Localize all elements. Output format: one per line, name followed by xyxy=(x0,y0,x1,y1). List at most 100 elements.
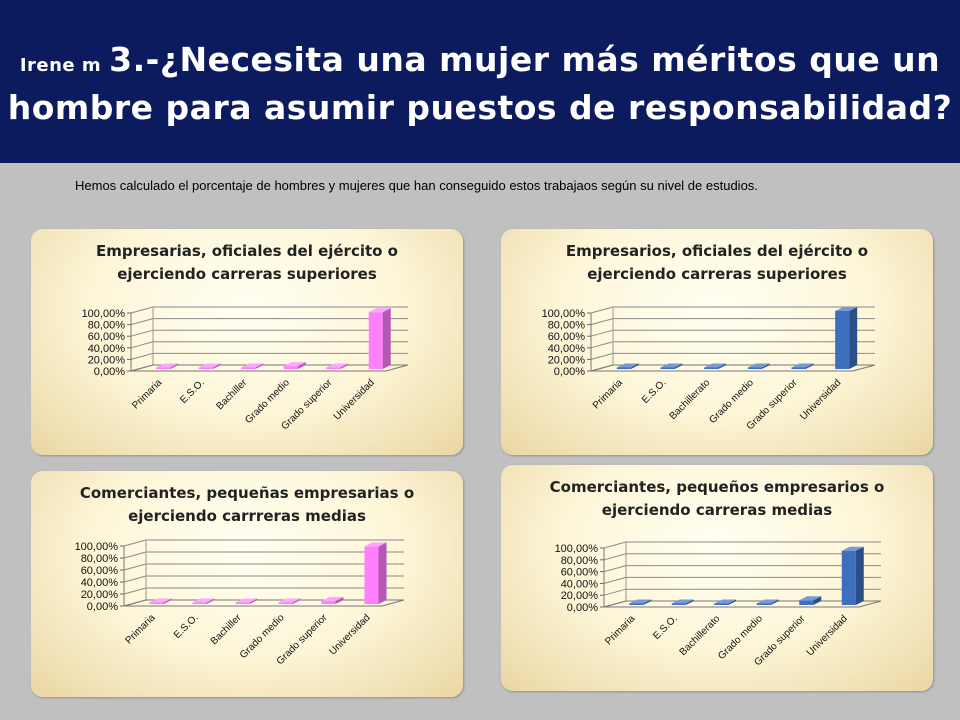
y-tick-label: 40,00% xyxy=(81,577,119,589)
bar-front xyxy=(283,366,298,369)
y-tick-label: 0,00% xyxy=(94,366,125,378)
bar-top xyxy=(791,363,814,368)
chart-empresarias: Empresarias, oficiales del ejército o eje… xyxy=(82,242,409,432)
bar-side xyxy=(378,542,387,604)
bar xyxy=(235,598,258,604)
chart-panel-empresarios: Empresarios, oficiales del ejército o eje… xyxy=(501,229,933,455)
bar-side xyxy=(335,597,344,604)
bar xyxy=(841,546,864,605)
bar-top xyxy=(616,363,639,368)
y-tick-label: 80,00% xyxy=(81,553,119,565)
gridline xyxy=(123,539,404,547)
bar-front xyxy=(368,312,383,369)
category-label: Bachiller xyxy=(214,377,249,412)
bar-top xyxy=(756,599,779,604)
bar-top xyxy=(283,362,306,367)
y-tick-label: 100,00% xyxy=(542,308,586,320)
y-tick-label: 100,00% xyxy=(82,308,126,320)
bar xyxy=(241,363,264,369)
bar xyxy=(278,598,301,604)
gridline xyxy=(590,341,875,349)
y-tick-label: 60,00% xyxy=(548,331,586,343)
bar-top xyxy=(149,598,172,603)
bar-front xyxy=(241,367,256,369)
gridline xyxy=(130,329,408,337)
gridline xyxy=(603,576,881,584)
gridline xyxy=(590,306,875,314)
bar-front xyxy=(616,367,631,369)
bar-front xyxy=(799,600,814,605)
intro-text: Hemos calculado el porcentaje de hombres… xyxy=(75,178,758,193)
gridline xyxy=(123,551,404,559)
gridline xyxy=(603,553,881,561)
bar-top xyxy=(364,542,387,547)
bar-front xyxy=(321,601,336,604)
bar-side xyxy=(630,363,639,369)
bar-front xyxy=(149,602,164,604)
y-tick-label: 60,00% xyxy=(561,567,599,579)
bar-top xyxy=(241,363,264,368)
bar xyxy=(364,542,387,604)
y-tick-label: 20,00% xyxy=(561,590,599,602)
gridline xyxy=(590,352,875,360)
bar-front xyxy=(629,603,644,605)
bar-top xyxy=(278,598,301,603)
bar-top xyxy=(629,599,652,604)
bar-top xyxy=(660,363,683,368)
title-line-2: hombre para asumir puestos de responsabi… xyxy=(7,88,953,127)
bar-side xyxy=(674,363,683,369)
y-tick-label: 40,00% xyxy=(548,343,586,355)
bar-side xyxy=(855,546,864,605)
bar-side xyxy=(685,599,694,605)
bar xyxy=(714,599,737,605)
category-label: E.S.O. xyxy=(651,613,680,642)
bar-side xyxy=(718,363,727,369)
gridline xyxy=(590,329,875,337)
category-label: Bachillerato xyxy=(678,613,723,658)
bar-side xyxy=(163,598,172,604)
y-tick-label: 60,00% xyxy=(88,331,126,343)
gridline xyxy=(123,575,404,583)
y-tick-label: 0,00% xyxy=(567,602,598,614)
category-label: Bachillerato xyxy=(668,377,713,422)
category-label: Bachiller xyxy=(209,612,244,647)
category-label: Universidad xyxy=(798,377,843,422)
y-tick-label: 20,00% xyxy=(81,589,119,601)
bar-front xyxy=(791,367,806,369)
bar-top xyxy=(326,363,349,368)
chart-panel-empresarias: Empresarias, oficiales del ejército o eje… xyxy=(31,229,463,455)
bar-side xyxy=(212,363,221,369)
bar xyxy=(149,598,172,604)
category-label: E.S.O. xyxy=(640,377,669,406)
bar xyxy=(671,599,694,605)
bar-front xyxy=(326,367,341,369)
category-label: Primaria xyxy=(591,377,625,411)
y-tick-label: 100,00% xyxy=(555,543,599,555)
y-tick-label: 80,00% xyxy=(561,555,599,567)
y-tick-label: 40,00% xyxy=(561,578,599,590)
gridline xyxy=(123,563,404,571)
bar xyxy=(283,362,306,369)
chart-panel-comerciantes-mujeres: Comerciantes, pequeñas empresarias o ejer… xyxy=(31,471,463,697)
bar-side xyxy=(340,363,349,369)
bar-top xyxy=(156,363,179,368)
bar xyxy=(791,363,814,369)
chart-empresarios: Empresarios, oficiales del ejército o eje… xyxy=(542,242,876,432)
bar-front xyxy=(192,602,207,604)
bar-side xyxy=(770,599,779,605)
bar-front xyxy=(756,603,771,605)
gridline xyxy=(130,318,408,326)
bar xyxy=(321,597,344,604)
bar xyxy=(704,363,727,369)
category-label: Primaria xyxy=(124,612,158,646)
chart-title-line: ejerciendo carreras superiores xyxy=(117,265,377,283)
chart-title-line: ejerciendo carreras superiores xyxy=(587,265,847,283)
y-tick-label: 80,00% xyxy=(548,320,586,332)
bar-side xyxy=(849,307,858,369)
bar-side xyxy=(761,363,770,369)
bar-front xyxy=(235,602,250,604)
author-name: Irene m xyxy=(19,55,102,76)
bar-top xyxy=(321,597,344,601)
chart-title-line: ejerciendo carreras medias xyxy=(602,501,832,519)
y-tick-label: 80,00% xyxy=(88,320,126,332)
